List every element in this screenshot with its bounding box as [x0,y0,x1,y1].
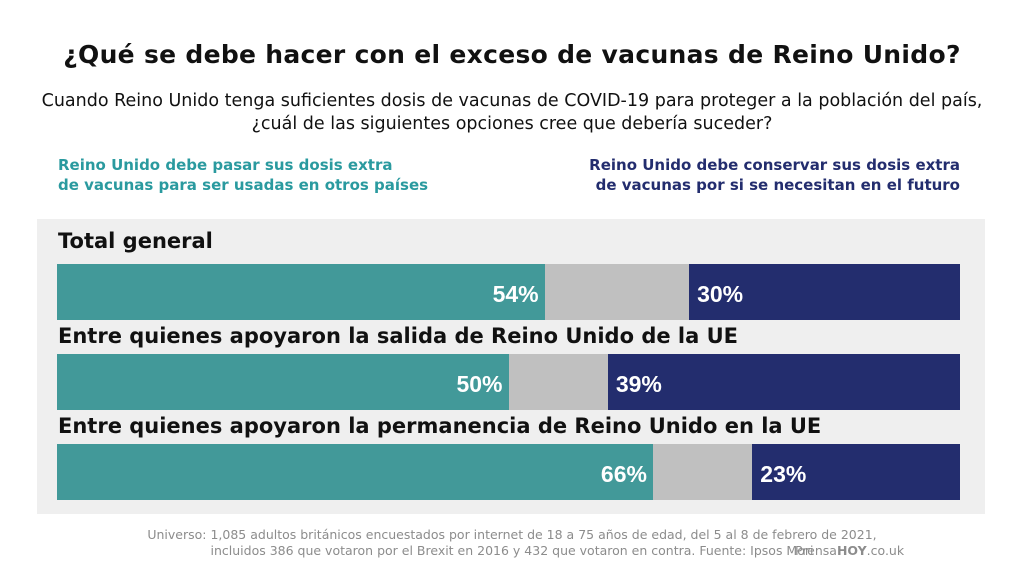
value-label-pass: 54% [492,281,539,307]
brand-logo: PrensaHOY.co.uk [795,543,904,558]
legend-right-line2: de vacunas por si se necesitan en el fut… [595,176,960,194]
legend-right-line1: Reino Unido debe conservar sus dosis ext… [589,156,960,174]
value-label-keep: 39% [615,371,662,397]
legend-right: Reino Unido debe conservar sus dosis ext… [520,155,960,195]
category-label: Entre quienes apoyaron la salida de Rein… [58,324,738,348]
bar-segment-other [544,264,690,320]
value-label-keep: 30% [697,281,744,307]
category-label: Total general [58,229,213,253]
bar-segment-pass: 50% [57,354,509,410]
footnote-line2: incluidos 386 que votaron por el Brexit … [210,543,814,558]
brand-part2: HOY [836,543,867,558]
bar-row: 66% 23% [57,444,960,500]
brand-part3: .co.uk [866,543,905,558]
bar-segment-keep: 23% [752,444,960,500]
value-label-pass: 50% [456,371,503,397]
value-label-pass: 66% [600,461,647,487]
brand-part1: Prensa [795,543,837,558]
bar-segment-other [508,354,608,410]
bar-row: 54% 30% [57,264,960,320]
legend-left-line2: de vacunas para ser usadas en otros país… [58,176,429,194]
bar-segment-pass: 54% [57,264,545,320]
bar-segment-keep: 30% [689,264,960,320]
legend-left-line1: Reino Unido debe pasar sus dosis extra [58,156,393,174]
chart-subtitle: Cuando Reino Unido tenga suficientes dos… [41,91,983,134]
bar-row: 50% 39% [57,354,960,410]
footnote: Universo: 1,085 adultos británicos encue… [60,527,964,559]
chart-title: ¿Qué se debe hacer con el exceso de vacu… [63,40,961,69]
bar-segment-keep: 39% [607,354,960,410]
footnote-line1: Universo: 1,085 adultos británicos encue… [147,527,877,542]
bar-segment-pass: 66% [57,444,653,500]
value-label-keep: 23% [760,461,807,487]
legend-left: Reino Unido debe pasar sus dosis extra d… [58,155,478,195]
category-label: Entre quienes apoyaron la permanencia de… [58,414,822,438]
bar-segment-other [652,444,753,500]
